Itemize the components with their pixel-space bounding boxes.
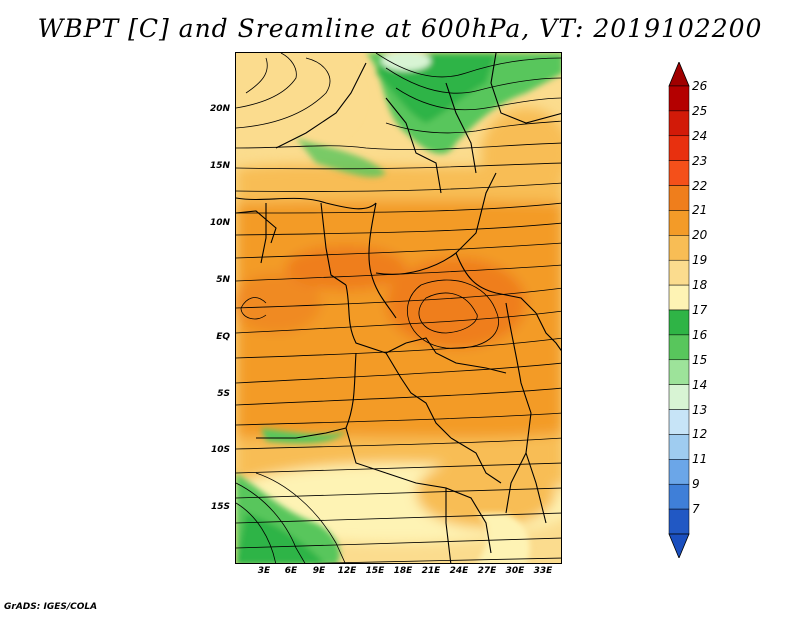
colorbar-label: 25 bbox=[692, 103, 708, 118]
colorbar-swatch bbox=[668, 508, 690, 535]
colorbar-swatch bbox=[668, 434, 690, 460]
lat-tick-5s: 5S bbox=[217, 389, 230, 399]
wbpt-field bbox=[236, 53, 561, 563]
colorbar-swatch bbox=[668, 483, 690, 510]
lat-tick-20n: 20N bbox=[209, 104, 230, 114]
colorbar-swatch bbox=[668, 409, 690, 435]
colorbar-swatch bbox=[668, 235, 690, 261]
colorbar-swatch bbox=[668, 384, 690, 410]
colorbar-label: 19 bbox=[692, 253, 708, 268]
colorbar-label: 13 bbox=[692, 402, 708, 417]
lon-tick-27e: 27E bbox=[477, 566, 497, 576]
lon-tick-30e: 30E bbox=[505, 566, 525, 576]
colorbar-label: 15 bbox=[692, 352, 708, 367]
lat-tick-15s: 15S bbox=[210, 502, 230, 512]
colorbar-label: 26 bbox=[692, 79, 708, 93]
colorbar-swatch bbox=[668, 334, 690, 361]
colorbar-swatch bbox=[668, 459, 690, 485]
lon-tick-18e: 18E bbox=[393, 566, 413, 576]
colorbar-label: 9 bbox=[692, 477, 700, 492]
colorbar-swatch bbox=[668, 284, 690, 311]
colorbar-label: 12 bbox=[692, 427, 708, 442]
colorbar-swatch bbox=[668, 259, 690, 286]
lon-tick-6e: 6E bbox=[284, 566, 298, 576]
colorbar-label: 18 bbox=[692, 278, 708, 293]
colorbar-swatch bbox=[668, 85, 690, 112]
streamlines bbox=[236, 53, 561, 563]
colorbar-label: 20 bbox=[692, 228, 708, 243]
lon-tick-33e: 33E bbox=[533, 566, 553, 576]
lon-tick-9e: 9E bbox=[312, 566, 326, 576]
lat-tick-10s: 10S bbox=[210, 445, 230, 455]
colorbar-swatch bbox=[668, 185, 690, 211]
lat-tick-eq: EQ bbox=[216, 332, 230, 342]
map-panel bbox=[235, 52, 562, 564]
colorbar-top-arrow bbox=[668, 62, 690, 87]
chart-title: WBPT [C] and Sreamline at 600hPa, VT: 20… bbox=[37, 14, 763, 43]
colorbar bbox=[668, 62, 690, 558]
colorbar-bottom-arrow bbox=[668, 533, 690, 558]
colorbar-label: 16 bbox=[692, 327, 708, 342]
lon-tick-15e: 15E bbox=[365, 566, 385, 576]
lon-tick-24e: 24E bbox=[449, 566, 469, 576]
colorbar-swatch bbox=[668, 110, 690, 137]
lat-tick-10n: 10N bbox=[209, 218, 230, 228]
colorbar-label: 17 bbox=[692, 303, 708, 317]
lat-tick-15n: 15N bbox=[209, 161, 230, 171]
lon-tick-21e: 21E bbox=[421, 566, 441, 576]
lon-tick-12e: 12E bbox=[337, 566, 357, 576]
colorbar-label: 24 bbox=[692, 128, 708, 143]
colorbar-label: 11 bbox=[692, 452, 708, 467]
lon-tick-3e: 3E bbox=[257, 566, 271, 576]
colorbar-label: 7 bbox=[692, 502, 700, 517]
colorbar-swatch bbox=[668, 359, 690, 385]
lat-tick-5n: 5N bbox=[216, 275, 230, 285]
colorbar-swatch bbox=[668, 309, 690, 336]
colorbar-swatch bbox=[668, 160, 690, 186]
colorbar-label: 14 bbox=[692, 377, 708, 392]
colorbar-swatch bbox=[668, 210, 690, 236]
colorbar-label: 21 bbox=[692, 203, 708, 218]
colorbar-label: 22 bbox=[692, 178, 708, 193]
colorbar-swatch bbox=[668, 135, 690, 161]
colorbar-label: 23 bbox=[692, 153, 708, 168]
footer-credit: GrADS: IGES/COLA bbox=[4, 602, 98, 612]
